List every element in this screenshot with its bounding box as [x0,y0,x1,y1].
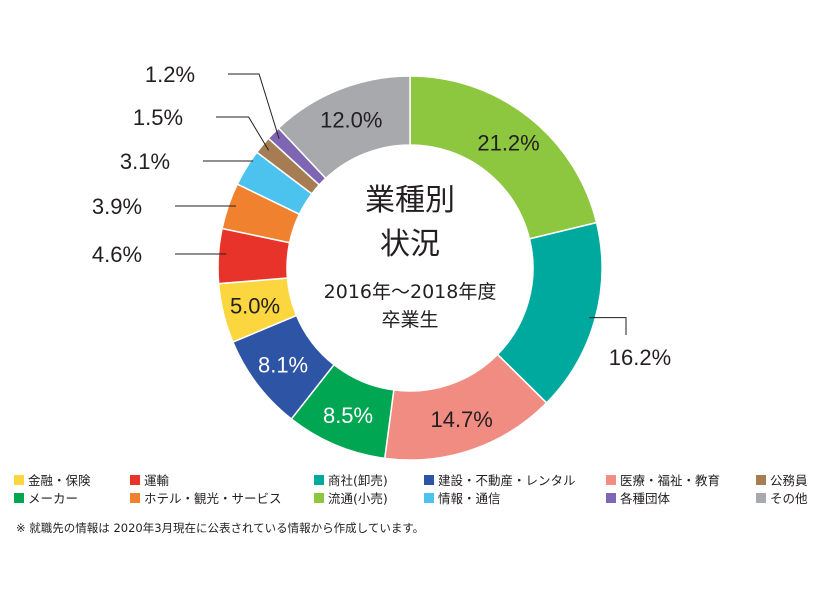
legend-swatch [14,492,24,503]
legend-label: 医療・福祉・教育 [620,473,721,488]
legend-label: その他 [770,491,808,506]
pie-slice-12 [277,75,411,180]
slice-label-4: 8.5% [323,403,373,428]
legend-label: 建設・不動産・レンタル [438,473,576,488]
legend-item: 建設・不動産・レンタル [424,470,576,489]
chart-title-line-1: 業種別 [365,183,455,218]
legend-item: ホテル・観光・サービス [130,488,282,507]
chart-title-line-2: 状況 [380,227,440,262]
slice-label-6: 5.0% [230,294,280,319]
legend-swatch [130,474,140,485]
slice-label-1: 21.2% [477,131,539,156]
slice-label-2: 16.2% [609,345,671,370]
legend-label: 流通(小売) [328,491,388,506]
pie-slice-1 [409,75,598,240]
legend-label: 金融・保険 [28,473,91,488]
legend-item: その他 [756,488,808,507]
legend-swatch [314,492,324,503]
legend-item: 情報・通信 [424,488,501,507]
slice-label-9: 3.1% [120,149,170,174]
slice-label-3: 14.7% [430,407,492,432]
leader-line-10 [216,116,270,151]
chart-subtitle-line-1: 2016年～2018年度 [324,281,497,303]
legend-swatch [424,474,434,485]
slice-label-12: 12.0% [320,108,382,133]
legend-label: 情報・通信 [438,491,501,506]
leader-line-2 [589,317,627,335]
legend-swatch [130,492,140,503]
donut-slices [217,75,603,460]
legend-item: 医療・福祉・教育 [606,470,720,489]
legend-label: ホテル・観光・サービス [144,491,282,506]
slice-label-5: 8.1% [258,353,308,378]
legend-swatch [424,492,434,503]
leader-lines [175,73,627,335]
slice-label-10: 1.5% [133,105,183,130]
legend-label: 運輸 [144,473,170,488]
legend-item: 各種団体 [606,488,670,507]
legend-item: 流通(小売) [314,488,388,507]
legend-item: メーカー [14,488,78,507]
legend-item: 運輸 [130,470,169,489]
leader-line-11 [228,73,280,139]
legend-item: 商社(卸売) [314,470,388,489]
slice-label-11: 1.2% [145,62,195,87]
legend-swatch [756,474,766,485]
legend-swatch [756,492,766,503]
footnote: ※ 就職先の情報は 2020年3月現在に公表されている情報から作成しています。 [16,521,425,535]
legend: 金融・保険 運輸 商社(卸売) 建設・不動産・レンタル 医療・福祉・教育 公務員メーカー ホ… [14,470,814,510]
legend-label: メーカー [28,491,79,506]
legend-item: 公務員 [756,470,808,489]
legend-swatch [606,492,616,503]
donut-chart: 21.2% 16.2% 14.7% 8.5% 8.1% 5.0% 4.6% 3.9% 3.1% 1… [92,62,671,460]
legend-label: 商社(卸売) [328,473,388,488]
slice-label-7: 4.6% [92,242,142,267]
slice-label-8: 3.9% [92,194,142,219]
legend-label: 各種団体 [620,491,671,506]
legend-swatch [314,474,324,485]
legend-swatch [606,474,616,485]
percentage-labels: 21.2% 16.2% 14.7% 8.5% 8.1% 5.0% 4.6% 3.9% 3.1% 1… [92,62,671,432]
legend-item: 金融・保険 [14,470,91,489]
legend-label: 公務員 [770,473,808,488]
center-text: 業種別 状況 2016年～2018年度 卒業生 [324,183,497,331]
chart-subtitle-line-2: 卒業生 [381,309,438,331]
legend-swatch [14,474,24,485]
